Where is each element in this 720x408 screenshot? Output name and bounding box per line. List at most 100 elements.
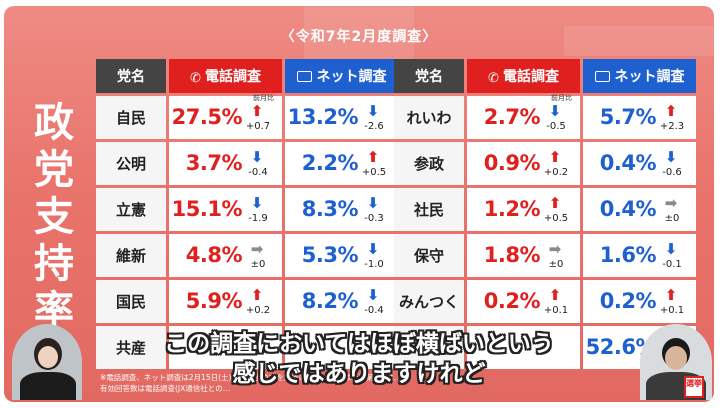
net-cell: 5.7% ⬆ +2.3 xyxy=(583,96,696,139)
prev-month-label: 前月比 xyxy=(551,94,572,102)
net-change: +2.3 xyxy=(659,121,685,132)
arrow-down-icon: ⬇ xyxy=(366,240,380,258)
table-row: 公明 3.7% ⬇ -0.4 2.2% ⬆ +0.5 xyxy=(96,142,398,185)
net-value: 2.2% xyxy=(301,151,359,175)
header-net: ネット調査 xyxy=(583,59,696,93)
net-change: -0.1 xyxy=(662,259,682,270)
net-value: 5.3% xyxy=(301,243,359,267)
net-change: -2.6 xyxy=(364,121,384,132)
phone-value: 5.9% xyxy=(185,289,243,313)
net-change: -1.0 xyxy=(364,259,384,270)
phone-cell xyxy=(467,326,580,369)
party-name: 社民 xyxy=(394,188,464,231)
net-value: 5.7% xyxy=(599,105,657,129)
arrow-down-icon: ⬇ xyxy=(366,194,380,212)
background-building xyxy=(304,6,414,66)
phone-icon: ✆ xyxy=(190,71,201,86)
table-row: 共産 xyxy=(96,326,398,369)
presenter-face xyxy=(38,346,58,368)
table-row: 保守 1.8% ➡ ±0 1.6% ⬇ -0.1 xyxy=(394,234,696,277)
table-row: 自民 27.5% ⬆ +0.7 前月比 13.2% ⬇ -2.6 xyxy=(96,94,398,139)
presenter-face xyxy=(665,346,687,370)
header-party: 党名 xyxy=(394,59,464,93)
header-net: ネット調査 xyxy=(285,59,398,93)
arrow-down-icon: ⬇ xyxy=(366,102,380,120)
phone-change: -0.5 xyxy=(546,121,566,132)
arrow-up-icon: ⬆ xyxy=(548,148,562,166)
phone-cell: 27.5% ⬆ +0.7 前月比 xyxy=(169,94,282,139)
arrow-up-icon: ⬆ xyxy=(366,148,380,166)
title-char: 支 xyxy=(34,194,74,240)
channel-logo: 選挙 xyxy=(684,376,704,398)
table-row: 国民 5.9% ⬆ +0.2 8.2% ⬇ -0.4 xyxy=(96,280,398,323)
phone-cell: 0.2% ⬆ +0.1 xyxy=(467,280,580,323)
arrow-up-icon: ⬆ xyxy=(664,286,678,304)
survey-date: 〈令和7年2月度調査〉 xyxy=(280,29,438,45)
net-change: +0.5 xyxy=(361,167,387,178)
net-cell: 1.6% ⬇ -0.1 xyxy=(583,234,696,277)
arrow-up-icon: ⬆ xyxy=(250,102,264,120)
arrow-down-icon: ⬇ xyxy=(250,194,264,212)
phone-change: -0.4 xyxy=(248,167,268,178)
net-cell: 13.2% ⬇ -2.6 xyxy=(285,96,398,139)
title-char: 持 xyxy=(34,241,74,287)
net-value: 8.2% xyxy=(301,289,359,313)
title-char: 政 xyxy=(34,100,74,146)
phone-value: 1.2% xyxy=(483,197,541,221)
footnote: ※電話調査、ネット調査は2月15日(土)・1… 上の方を対象に実施。数字は小数第… xyxy=(100,373,401,393)
smartphone-icon xyxy=(296,71,312,82)
phone-value: 3.7% xyxy=(185,151,243,175)
net-cell: 0.4% ⬇ -0.6 xyxy=(583,142,696,185)
header-party: 党名 xyxy=(96,59,166,93)
background-building xyxy=(564,26,714,56)
phone-value: 27.5% xyxy=(171,105,243,129)
table-row: 維新 4.8% ➡ ±0 5.3% ⬇ -1.0 xyxy=(96,234,398,277)
net-value: 13.2% xyxy=(287,105,359,129)
phone-value: 0.2% xyxy=(483,289,541,313)
arrow-up-icon: ⬆ xyxy=(664,102,678,120)
net-cell: 5.3% ⬇ -1.0 xyxy=(285,234,398,277)
phone-change: +0.1 xyxy=(543,305,569,316)
arrow-up-icon: ⬆ xyxy=(548,194,562,212)
phone-cell: 15.1% ⬇ -1.9 xyxy=(169,188,282,231)
phone-change: +0.2 xyxy=(245,305,271,316)
phone-value: 0.9% xyxy=(483,151,541,175)
arrow-up-icon: ⬆ xyxy=(250,286,264,304)
net-value: 1.6% xyxy=(599,243,657,267)
phone-icon: ✆ xyxy=(488,71,499,86)
arrow-right-icon: ➡ xyxy=(548,240,562,258)
phone-change: ±0 xyxy=(250,259,266,270)
phone-cell: 1.8% ➡ ±0 xyxy=(467,234,580,277)
phone-cell: 4.8% ➡ ±0 xyxy=(169,234,282,277)
subtitle-caption: この調査においてはほぼ横ばいという 感じではありますけれど xyxy=(164,331,554,387)
net-change: -0.3 xyxy=(364,213,384,224)
arrow-down-icon: ⬇ xyxy=(366,286,380,304)
phone-cell: 1.2% ⬆ +0.5 xyxy=(467,188,580,231)
arrow-right-icon: ➡ xyxy=(250,240,264,258)
net-cell: 8.3% ⬇ -0.3 xyxy=(285,188,398,231)
phone-cell xyxy=(169,326,282,369)
party-name: 維新 xyxy=(96,234,166,277)
phone-change: -1.9 xyxy=(248,213,268,224)
title-char: 党 xyxy=(34,147,74,193)
poll-table-left: 党名 ✆ 電話調査 ネット調査 自民 27.5% ⬆ +0.7 前月比 13.2% ⬇ -2.6… xyxy=(93,56,401,372)
phone-value: 2.7% xyxy=(483,105,541,129)
phone-cell: 3.7% ⬇ -0.4 xyxy=(169,142,282,185)
party-name: みんつく xyxy=(394,280,464,323)
net-cell xyxy=(285,326,398,369)
arrow-down-icon: ⬇ xyxy=(664,148,678,166)
party-name: 保守 xyxy=(394,234,464,277)
party-name: 公明 xyxy=(96,142,166,185)
arrow-up-icon: ⬆ xyxy=(548,286,562,304)
net-change: -0.4 xyxy=(364,305,384,316)
phone-change: +0.2 xyxy=(543,167,569,178)
net-value: 0.2% xyxy=(599,289,657,313)
presenter-left xyxy=(12,324,82,400)
arrow-down-icon: ⬇ xyxy=(664,240,678,258)
phone-value: 4.8% xyxy=(185,243,243,267)
net-value: 0.4% xyxy=(599,197,657,221)
net-value: 0.4% xyxy=(599,151,657,175)
party-name: 参政 xyxy=(394,142,464,185)
phone-cell: 0.9% ⬆ +0.2 xyxy=(467,142,580,185)
presenter-body xyxy=(20,372,76,400)
